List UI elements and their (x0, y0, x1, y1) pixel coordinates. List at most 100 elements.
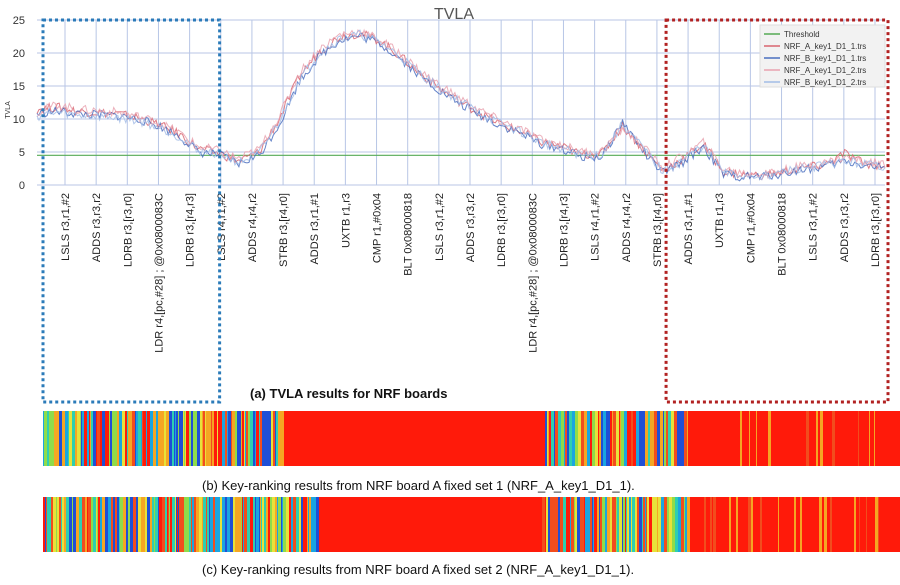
highlight-box (664, 18, 890, 404)
heatmap-cell (654, 497, 657, 552)
heatmap-cell (459, 411, 461, 466)
heatmap-cell (684, 497, 685, 552)
heatmap-cell (785, 411, 786, 466)
heatmap-cell (757, 497, 759, 552)
heatmap-cell (359, 411, 362, 466)
heatmap-cell (584, 497, 585, 552)
heatmap-cell (159, 497, 162, 552)
heatmap-cell (231, 411, 232, 466)
heatmap-cell (308, 411, 309, 466)
heatmap-cell (426, 411, 428, 466)
heatmap-cell (844, 497, 847, 552)
heatmap-cell (404, 411, 407, 466)
heatmap-cell (375, 411, 377, 466)
heatmap-cell (278, 411, 281, 466)
heatmap-cell (291, 497, 293, 552)
heatmap-cell (154, 411, 156, 466)
heatmap-cell (617, 497, 619, 552)
heatmap-cell (879, 497, 880, 552)
heatmap-cell (832, 411, 835, 466)
heatmap-cell (238, 497, 241, 552)
heatmap-cell (789, 497, 791, 552)
heatmap-cell (309, 411, 311, 466)
heatmap-cell (175, 411, 176, 466)
heatmap-cell (288, 411, 291, 466)
heatmap-cell (689, 411, 692, 466)
heatmap-cell (742, 411, 745, 466)
heatmap-cell (162, 497, 165, 552)
heatmap-cell (627, 411, 629, 466)
heatmap-cell (802, 497, 804, 552)
heatmap-cell (764, 497, 766, 552)
heatmap-cell (818, 411, 820, 466)
heatmap-cell (136, 497, 138, 552)
heatmap-cell (838, 497, 840, 552)
heatmap-cell (878, 497, 879, 552)
heatmap-cell (719, 497, 722, 552)
heatmap-cell (396, 411, 399, 466)
heatmap-cell (558, 411, 561, 466)
heatmap-cell (537, 411, 538, 466)
heatmap-cell (501, 411, 504, 466)
heatmap-cell (446, 497, 447, 552)
heatmap-cell (354, 497, 356, 552)
heatmap-cell (316, 497, 319, 552)
heatmap-cell (275, 411, 276, 466)
heatmap-cell (645, 497, 646, 552)
heatmap-cell (72, 497, 73, 552)
heatmap-cell (214, 411, 217, 466)
heatmap-cell (719, 411, 722, 466)
heatmap-cell (186, 411, 189, 466)
heatmap-cell (491, 411, 493, 466)
heatmap-cell (748, 411, 749, 466)
heatmap-cell (500, 411, 501, 466)
heatmap-cell (874, 411, 875, 466)
heatmap-cell (624, 411, 627, 466)
heatmap-cell (364, 497, 365, 552)
heatmap-cell (183, 411, 184, 466)
heatmap-cell (289, 497, 291, 552)
heatmap-cell (802, 411, 805, 466)
heatmap-cell (57, 497, 59, 552)
heatmap-cell (80, 411, 81, 466)
heatmap-cell (125, 411, 127, 466)
heatmap-cell (226, 497, 227, 552)
heatmap-cell (376, 497, 379, 552)
heatmap-cell (497, 497, 500, 552)
heatmap-cell (667, 497, 669, 552)
heatmap-cell (348, 497, 349, 552)
heatmap-cell (592, 497, 593, 552)
heatmap-cell (448, 497, 451, 552)
heatmap-cell (563, 497, 566, 552)
heatmap-cell (710, 497, 712, 552)
heatmap-cell (100, 497, 102, 552)
heatmap-cell (880, 497, 882, 552)
heatmap-cell (884, 497, 887, 552)
heatmap-cell (62, 497, 64, 552)
heatmap-cell (794, 497, 796, 552)
heatmap-cell (603, 411, 606, 466)
heatmap-cell (658, 497, 661, 552)
heatmap-cell (760, 411, 762, 466)
heatmap-cell (642, 497, 643, 552)
heatmap-cell (536, 497, 539, 552)
heatmap-cell (128, 411, 130, 466)
heatmap-cell (796, 497, 797, 552)
heatmap-cell (364, 411, 367, 466)
heatmap-cell (847, 411, 849, 466)
heatmap-cell (407, 411, 410, 466)
heatmap-cell (263, 411, 266, 466)
heatmap-cell (230, 497, 233, 552)
heatmap-cell (863, 497, 866, 552)
heatmap-cell (314, 497, 316, 552)
heatmap-cell (735, 411, 737, 466)
heatmap-cell (62, 411, 65, 466)
heatmap-cell (783, 497, 784, 552)
heatmap-cell (203, 411, 205, 466)
heatmap-cell (666, 411, 668, 466)
heatmap-cell (757, 411, 760, 466)
heatmap-cell (789, 411, 791, 466)
heatmap-cell (186, 497, 189, 552)
heatmap-cell (765, 411, 768, 466)
heatmap-cell (268, 497, 270, 552)
